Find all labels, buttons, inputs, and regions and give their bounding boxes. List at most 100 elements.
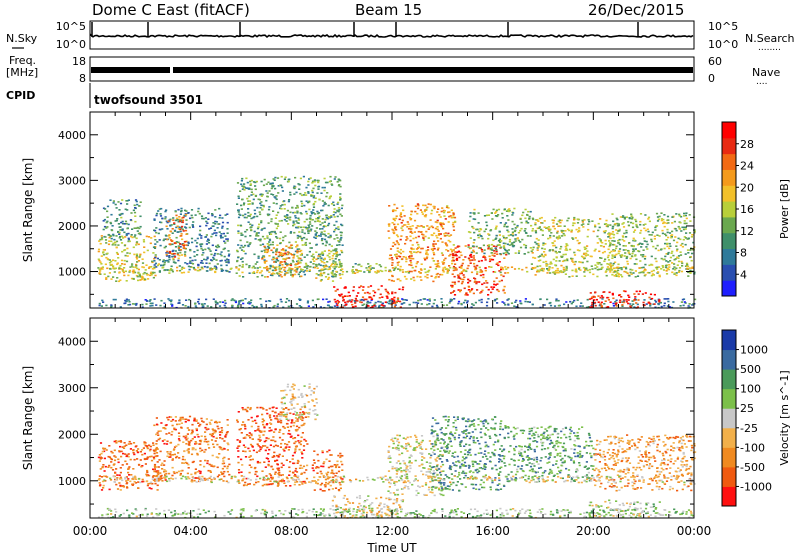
scatter-cell [507, 231, 510, 233]
scatter-cell [267, 250, 270, 253]
scatter-cell [275, 251, 278, 254]
scatter-cell [119, 489, 122, 491]
scatter-cell [275, 195, 278, 197]
scatter-cell [300, 270, 303, 272]
scatter-cell [98, 460, 101, 462]
scatter-cell [260, 250, 263, 253]
scatter-cell [601, 298, 604, 300]
scatter-cell [237, 230, 240, 232]
scatter-cell [448, 215, 451, 218]
scatter-cell [354, 297, 357, 300]
scatter-cell [266, 243, 269, 245]
scatter-cell [249, 301, 252, 304]
scatter-cell [487, 288, 490, 291]
scatter-cell [599, 257, 602, 259]
scatter-cell [493, 250, 496, 252]
scatter-cell [208, 228, 211, 230]
scatter-cell [607, 259, 611, 261]
scatter-cell [378, 305, 381, 308]
scatter-cell [395, 255, 398, 258]
scatter-cell [586, 250, 589, 252]
scatter-cell [260, 201, 263, 203]
scatter-cell [116, 474, 119, 476]
scatter-cell [119, 235, 122, 238]
scatter-cell [578, 266, 581, 269]
scatter-cell [182, 230, 185, 232]
scatter-cell [294, 470, 297, 472]
scatter-cell [481, 283, 484, 286]
scatter-cell [150, 266, 153, 268]
scatter-cell [543, 226, 546, 228]
scatter-cell [503, 247, 506, 249]
scatter-cell [187, 265, 190, 268]
scatter-cell [454, 267, 457, 269]
scatter-cell [207, 241, 211, 244]
scatter-cell [378, 297, 381, 299]
scatter-cell [204, 236, 207, 238]
scatter-cell [433, 240, 436, 243]
scatter-cell [437, 234, 441, 236]
scatter-cell [389, 254, 393, 256]
scatter-cell [199, 470, 202, 473]
scatter-cell [426, 274, 429, 276]
scatter-cell [157, 438, 160, 441]
scatter-cell [165, 209, 168, 211]
scatter-cell [301, 269, 304, 271]
scatter-cell [181, 244, 184, 246]
scatter-cell [333, 298, 336, 301]
scatter-cell [161, 228, 164, 230]
scatter-cell [273, 257, 276, 260]
scatter-cell [688, 232, 692, 234]
scatter-cell [662, 266, 665, 269]
scatter-cell [104, 465, 107, 468]
scatter-cell [198, 212, 201, 215]
scatter-cell [565, 265, 568, 268]
scatter-cell [148, 267, 151, 269]
nsky-right-tick-top: 10^5 [708, 20, 738, 33]
scatter-cell [407, 223, 410, 225]
scatter-cell [262, 445, 265, 447]
scatter-cell [471, 225, 474, 228]
scatter-cell [514, 240, 517, 242]
scatter-cell [220, 270, 223, 272]
scatter-cell [521, 214, 524, 217]
scatter-cell [163, 269, 166, 272]
scatter-cell [340, 236, 343, 239]
scatter-cell [495, 237, 498, 239]
scatter-cell [125, 444, 128, 447]
scatter-cell [272, 185, 275, 187]
scatter-cell [173, 448, 176, 450]
scatter-cell [257, 226, 260, 228]
scatter-cell [265, 409, 268, 411]
scatter-cell [220, 431, 223, 434]
scatter-cell [560, 270, 563, 272]
scatter-cell [309, 265, 312, 268]
scatter-cell [336, 306, 339, 308]
scatter-cell [151, 271, 154, 274]
scatter-cell [648, 220, 651, 223]
scatter-cell [125, 298, 128, 301]
scatter-cell [665, 298, 668, 300]
scatter-cell [182, 271, 186, 274]
scatter-cell [118, 226, 121, 228]
scatter-cell [314, 304, 317, 306]
scatter-cell [614, 269, 617, 272]
scatter-cell [103, 450, 106, 453]
scatter-cell [530, 250, 533, 253]
scatter-cell [687, 275, 690, 277]
scatter-cell [214, 270, 217, 273]
scatter-cell [549, 301, 552, 304]
scatter-cell [613, 223, 616, 226]
scatter-cell [640, 254, 643, 256]
scatter-cell [670, 252, 673, 254]
scatter-cell [248, 456, 251, 458]
scatter-cell [158, 437, 162, 440]
scatter-cell [295, 446, 298, 448]
scatter-cell [683, 212, 686, 215]
scatter-cell [135, 244, 138, 246]
scatter-cell [684, 302, 687, 304]
scatter-cell [255, 481, 258, 484]
scatter-cell [275, 258, 278, 261]
scatter-cell [678, 215, 681, 217]
